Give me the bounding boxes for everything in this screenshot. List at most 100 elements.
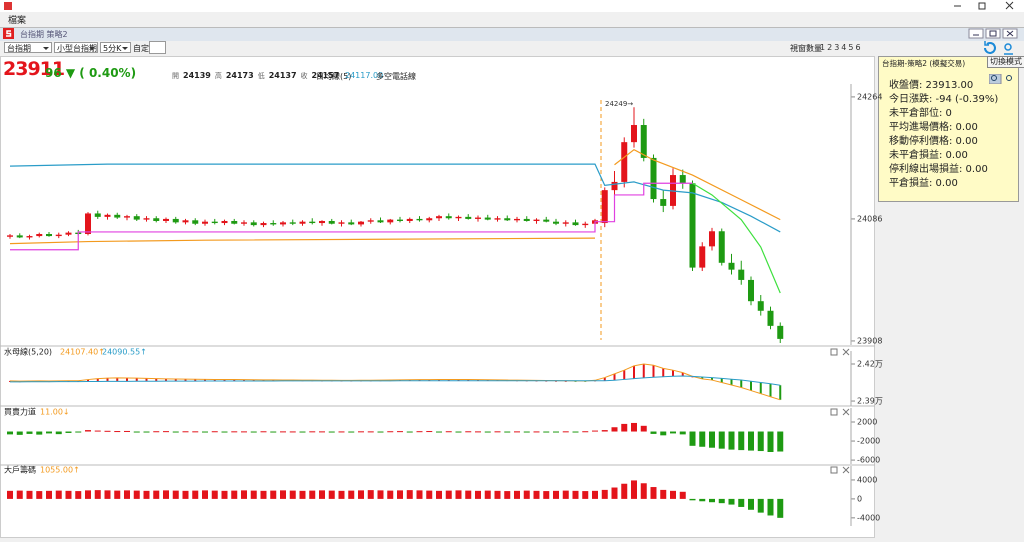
bar (436, 490, 442, 499)
bar (504, 431, 511, 433)
bar (104, 430, 111, 432)
bar (124, 430, 130, 432)
bar (621, 483, 628, 499)
bar (475, 490, 481, 499)
switch-mode-button[interactable]: 切換模式 (987, 56, 1024, 68)
bar (640, 425, 647, 432)
candle-body (114, 214, 121, 218)
y-tick-label: 23908 (857, 336, 882, 345)
menu-file[interactable]: 檔案 (8, 16, 27, 26)
window-count[interactable]: 4 (841, 43, 847, 52)
diff-bar (730, 379, 733, 385)
panel-icons[interactable] (830, 408, 850, 416)
bar (309, 431, 316, 433)
candle-body (65, 232, 72, 235)
info-line: 今日漲跌: -94 (-0.39%) (889, 94, 999, 105)
candle-body (153, 218, 160, 221)
candle-body (309, 221, 316, 224)
diff-bar (740, 380, 743, 388)
bar (455, 490, 462, 499)
bar (406, 431, 413, 433)
ohlc-label: 收 (300, 72, 308, 80)
diff-bar (750, 381, 752, 391)
bar (192, 431, 199, 433)
bar (543, 431, 550, 433)
bar (484, 431, 491, 433)
bar (748, 498, 754, 510)
ohlc-value: 24139 (183, 71, 211, 80)
candle-body (270, 223, 277, 225)
symbol-select[interactable]: 台指期 (4, 42, 52, 53)
candle-body (601, 190, 608, 224)
bar (777, 431, 784, 452)
bar (348, 490, 355, 499)
diff-bar (477, 379, 479, 381)
candle-body (631, 125, 637, 143)
bar (241, 431, 247, 433)
bar (699, 498, 706, 502)
bar (387, 490, 394, 499)
info-line: 停利線出場損益: 0.00 (889, 164, 988, 175)
info-line: 收盤價: 23913.00 (889, 80, 974, 91)
y-tick-label: -2000 (857, 437, 880, 446)
bar (738, 498, 745, 507)
candle-body (36, 234, 43, 237)
window-count[interactable]: 5 (848, 43, 854, 52)
ma-label: 日均線(5) (316, 72, 352, 81)
candle-body (328, 220, 335, 224)
bar (299, 431, 306, 433)
window-count[interactable]: 6 (855, 43, 861, 52)
panel-icons[interactable] (830, 466, 850, 474)
window-count[interactable]: 2 (827, 43, 833, 52)
ohlc-label: 高 (214, 72, 222, 80)
indicator-line (10, 182, 693, 251)
bar (523, 490, 530, 499)
candle-body (192, 220, 199, 224)
candle-body (777, 325, 784, 339)
bar (114, 490, 121, 499)
bar (426, 490, 433, 499)
bar (582, 431, 589, 433)
os-title-bar (0, 0, 1024, 12)
bar (640, 483, 647, 499)
contract-select[interactable]: 小型台指期 (54, 42, 98, 53)
y-tick-label: -4000 (857, 513, 880, 522)
refresh-icons[interactable] (980, 40, 1020, 56)
ohlc-value: 24173 (225, 71, 254, 80)
candle-body (202, 221, 208, 224)
bar (26, 490, 33, 499)
bar (699, 431, 706, 447)
window-count[interactable]: 1 (820, 43, 826, 52)
bar (601, 430, 608, 432)
candle-body (387, 219, 394, 223)
diff-bar (779, 385, 782, 400)
diff-bar (184, 379, 187, 382)
diff-bar (769, 383, 772, 397)
diff-bar (711, 377, 713, 381)
diff-bar (126, 377, 128, 382)
inner-controls[interactable] (968, 28, 1020, 39)
candle-body (728, 262, 735, 270)
bar (631, 422, 637, 432)
bar (387, 431, 394, 433)
diff-bar (662, 368, 665, 377)
bar (221, 431, 228, 433)
custom-input[interactable] (149, 41, 166, 54)
bar (163, 490, 169, 499)
window-count[interactable]: 3 (834, 43, 840, 52)
bar (514, 431, 520, 433)
period-select[interactable]: 5分K (100, 42, 131, 53)
bar (679, 491, 686, 499)
candle-body (85, 213, 91, 235)
bar (533, 490, 540, 499)
bar (182, 431, 189, 433)
diff-bar (633, 365, 635, 379)
panel-icons[interactable] (830, 348, 850, 356)
window-controls[interactable] (950, 0, 1024, 12)
candle-body (640, 125, 647, 158)
candle-body (46, 234, 52, 237)
candle-body (367, 220, 374, 222)
bar (192, 490, 199, 499)
line-name: 多空電話線 (376, 72, 416, 81)
zoom-icons[interactable] (989, 74, 1017, 84)
